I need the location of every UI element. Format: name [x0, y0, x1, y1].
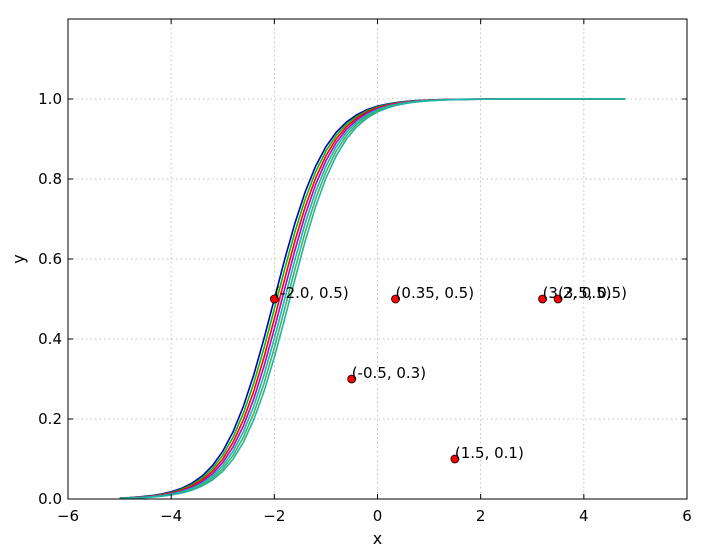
x-tick-label: −2	[263, 507, 285, 525]
grid	[68, 19, 687, 499]
curves	[119, 98, 626, 500]
y-tick-label: 0.2	[38, 410, 62, 428]
point-labels: (-2.0, 0.5) (0.35, 0.5) (3.2, 0.5)(3.5, 0.…	[274, 284, 627, 462]
data-point	[269, 294, 279, 304]
y-tick-label: 0.0	[38, 490, 62, 508]
x-tick-label: −6	[57, 507, 79, 525]
point-label: (3.5, 0.5)	[558, 284, 627, 302]
x-tick-label: 2	[476, 507, 486, 525]
point-label: (-2.0, 0.5)	[274, 284, 348, 302]
x-tick-label: −4	[160, 507, 182, 525]
point-label: (3.2, 0.5)	[543, 284, 612, 302]
data-point	[553, 294, 563, 304]
x-tick-label: 6	[682, 507, 692, 525]
sigmoid-curve-6	[119, 98, 626, 500]
data-point	[538, 294, 547, 304]
point-label: (0.35, 0.5)	[396, 284, 475, 302]
y-tick-label: 0.6	[38, 250, 62, 268]
point-label: (-0.5, 0.3)	[352, 364, 426, 382]
y-tick-label: 0.8	[38, 170, 62, 188]
data-point	[347, 374, 357, 384]
data-point	[391, 294, 400, 304]
x-tick-label: 0	[373, 507, 383, 525]
points	[269, 294, 563, 464]
y-tick-label: 1.0	[38, 90, 62, 108]
x-axis-label: x	[373, 529, 382, 548]
ticks: −6 −4 −2 0 2 4 6 0.0 0.2 0.4 0.6 0.8 1.0	[38, 19, 692, 525]
x-tick-label: 4	[579, 507, 589, 525]
data-point	[450, 454, 460, 464]
y-axis-label: y	[9, 254, 28, 263]
y-tick-label: 0.4	[38, 330, 62, 348]
point-label: (1.5, 0.1)	[455, 444, 524, 462]
